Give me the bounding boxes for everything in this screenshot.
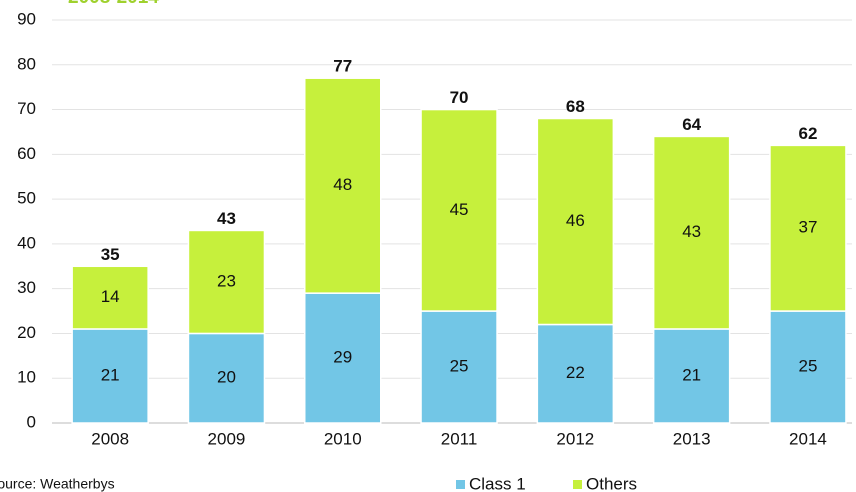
data-label: 29 <box>333 348 352 367</box>
y-tick-label: 50 <box>17 189 36 208</box>
bar-segment <box>420 108 498 312</box>
x-tick-label: 2011 <box>441 429 478 448</box>
y-tick-label: 20 <box>17 323 36 342</box>
data-label: 21 <box>101 365 120 384</box>
data-label: 45 <box>450 200 469 219</box>
data-label: 48 <box>333 175 352 194</box>
bar-segment <box>769 310 847 424</box>
bar-segment <box>652 135 731 330</box>
total-label: 77 <box>333 57 352 76</box>
bar-segment <box>71 265 149 330</box>
y-tick-label: 90 <box>17 9 36 28</box>
data-label: 46 <box>566 211 585 230</box>
bar-segment <box>536 117 615 326</box>
data-label: 23 <box>217 271 236 290</box>
bar-segment <box>536 323 615 424</box>
data-label: 14 <box>101 287 120 306</box>
data-label: 22 <box>566 363 585 382</box>
x-tick-label: 2014 <box>789 429 827 448</box>
data-label: 37 <box>798 218 817 237</box>
y-tick-label: 0 <box>27 412 36 431</box>
x-tick-label: 2009 <box>208 429 246 448</box>
source-note: Source: Weatherbys <box>0 476 115 492</box>
data-label: 43 <box>682 222 701 241</box>
legend-swatch <box>456 480 465 489</box>
y-tick-label: 10 <box>17 368 36 387</box>
bar-segment <box>187 229 266 335</box>
bar-segment <box>304 77 382 294</box>
data-label: 25 <box>798 357 817 376</box>
y-tick-label: 80 <box>17 54 36 73</box>
x-tick-label: 2013 <box>673 429 711 448</box>
data-label: 21 <box>682 365 701 384</box>
total-label: 35 <box>101 245 120 264</box>
x-tick-label: 2008 <box>91 429 129 448</box>
total-label: 62 <box>798 124 817 143</box>
bar-segment <box>769 144 847 312</box>
total-label: 68 <box>566 97 585 116</box>
chart-title: 2008-2014 <box>68 0 159 8</box>
legend-label: Class 1 <box>469 474 526 492</box>
bar-segment <box>652 328 731 424</box>
data-label: 20 <box>217 368 236 387</box>
bar-segment <box>304 292 382 424</box>
y-tick-label: 60 <box>17 144 36 163</box>
legend-label: Others <box>586 474 637 492</box>
bar-segment <box>187 332 266 424</box>
y-tick-label: 30 <box>17 278 36 297</box>
x-tick-label: 2012 <box>556 429 594 448</box>
y-tick-label: 40 <box>17 233 36 252</box>
x-tick-label: 2010 <box>324 429 362 448</box>
bar-segment <box>420 310 498 424</box>
legend-swatch <box>573 480 582 489</box>
y-tick-label: 70 <box>17 99 36 118</box>
data-label: 25 <box>450 357 469 376</box>
total-label: 43 <box>217 209 236 228</box>
total-label: 70 <box>450 88 469 107</box>
total-label: 64 <box>682 115 701 134</box>
